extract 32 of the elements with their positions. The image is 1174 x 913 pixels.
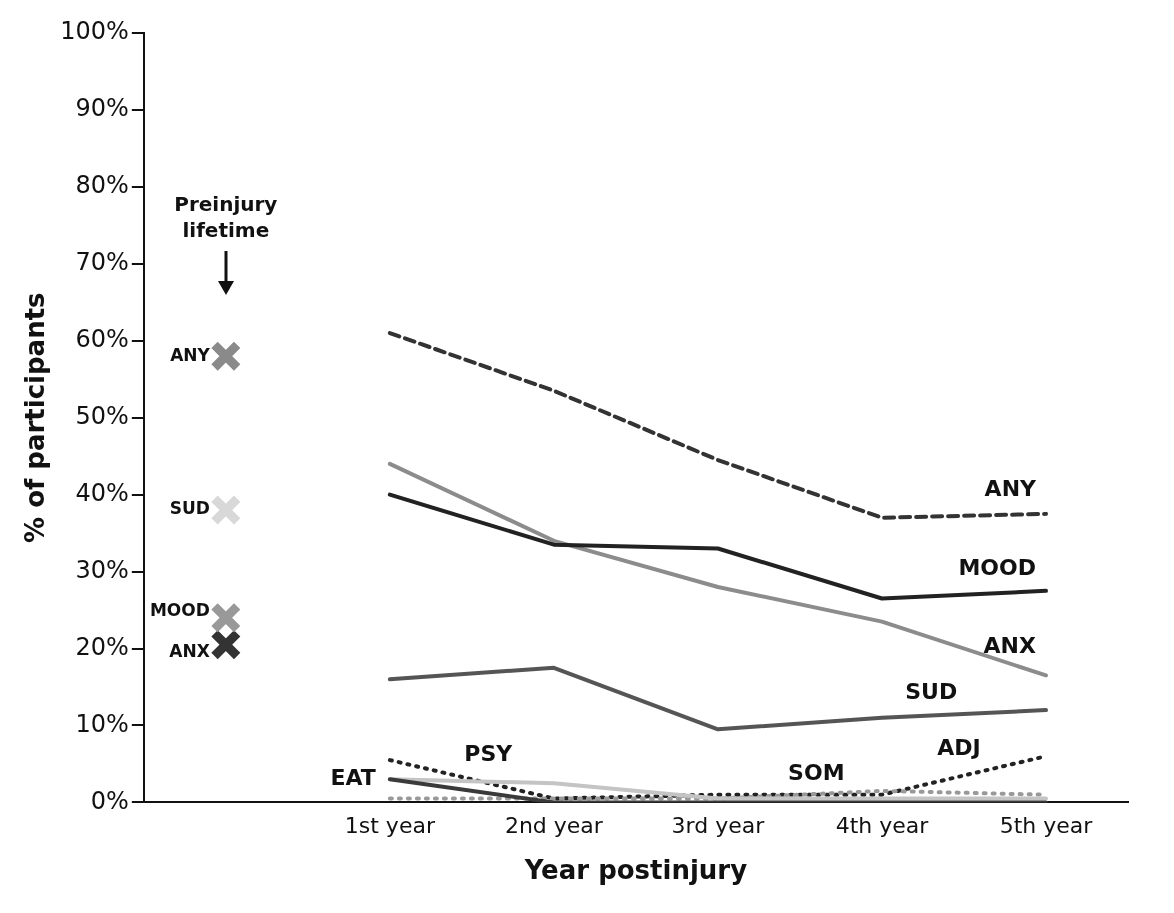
y-tick-label: 0% bbox=[90, 786, 129, 815]
line-series bbox=[387, 331, 1048, 520]
y-tick-label: 60% bbox=[75, 324, 129, 353]
y-tick-label: 90% bbox=[75, 94, 129, 123]
x-tick-label: 4th year bbox=[835, 813, 930, 839]
series-label: SUD bbox=[169, 498, 210, 519]
y-tick-label: 50% bbox=[75, 401, 129, 430]
series-label: MOOD bbox=[149, 600, 210, 621]
x-tick-label: 1st year bbox=[344, 813, 436, 839]
series-label: ANX bbox=[169, 641, 210, 662]
x-tick-label: 3rd year bbox=[671, 813, 766, 839]
y-tick-label: 40% bbox=[75, 478, 129, 507]
y-tick-label: 100% bbox=[60, 17, 129, 46]
y-tick-label: 70% bbox=[75, 248, 129, 277]
y-tick-label: 20% bbox=[75, 632, 129, 661]
annotation: Preinjury lifetime bbox=[174, 192, 278, 243]
y-tick-label: 30% bbox=[75, 555, 129, 584]
y-tick-label: 80% bbox=[75, 171, 129, 200]
x-axis-title: Year postinjury bbox=[523, 855, 748, 886]
y-axis-title: % of participants bbox=[20, 292, 51, 543]
series-label: EAT bbox=[330, 765, 376, 791]
series-label: ADJ bbox=[937, 735, 981, 761]
series-label: PSY bbox=[464, 741, 514, 767]
series-label: ANY bbox=[984, 475, 1038, 501]
x-tick-label: 5th year bbox=[999, 813, 1094, 839]
series-label: MOOD bbox=[958, 554, 1036, 580]
series-label: ANX bbox=[983, 633, 1037, 659]
series-label: ANY bbox=[170, 344, 211, 365]
y-tick-label: 10% bbox=[75, 709, 129, 738]
x-tick-label: 2nd year bbox=[504, 813, 604, 839]
series-label: SOM bbox=[788, 759, 845, 785]
series-label: SUD bbox=[905, 679, 958, 705]
